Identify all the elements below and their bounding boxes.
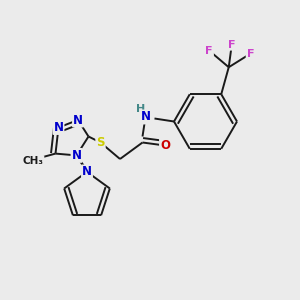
Text: F: F	[228, 40, 236, 50]
Text: N: N	[73, 113, 83, 127]
Text: N: N	[53, 121, 64, 134]
Text: S: S	[96, 136, 105, 149]
Text: H: H	[136, 104, 146, 115]
Text: O: O	[160, 139, 170, 152]
Text: N: N	[71, 149, 82, 162]
Text: CH₃: CH₃	[22, 156, 44, 166]
Text: F: F	[206, 46, 213, 56]
Text: N: N	[140, 110, 151, 124]
Text: N: N	[82, 165, 92, 178]
Text: F: F	[247, 49, 254, 59]
